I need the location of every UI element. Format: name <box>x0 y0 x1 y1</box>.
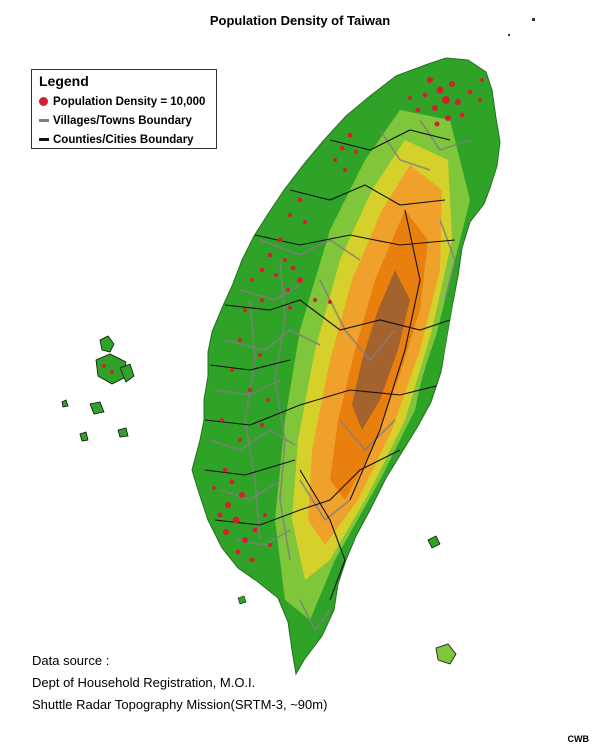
legend-item-label: Population Density = 10,000 <box>53 95 206 108</box>
legend-item-label: Villages/Towns Boundary <box>53 114 192 127</box>
legend-item-population-density: Population Density = 10,000 <box>39 92 209 111</box>
gray-line-icon <box>39 119 49 122</box>
legend-item-label: Counties/Cities Boundary <box>53 133 194 146</box>
map-title: Population Density of Taiwan <box>209 13 391 28</box>
orchid-island <box>435 643 457 665</box>
black-line-icon <box>39 138 49 141</box>
village-boundaries <box>209 119 471 632</box>
penghu-islands <box>61 335 135 442</box>
legend-item-villages-boundary: Villages/Towns Boundary <box>39 111 209 130</box>
taiwan-island <box>191 57 501 676</box>
distant-islets <box>508 18 535 36</box>
map-legend: Legend Population Density = 10,000 Villa… <box>31 69 217 149</box>
green-island <box>427 535 441 549</box>
credit-label: CWB <box>567 734 590 744</box>
data-source-note: Data source : Dept of Household Registra… <box>32 650 327 716</box>
liuqiu-island <box>237 595 247 605</box>
county-boundaries <box>204 129 456 601</box>
red-dot-icon <box>39 97 48 106</box>
data-source-line: Dept of Household Registration, M.O.I. <box>32 675 256 690</box>
central-range-peaks <box>352 270 410 430</box>
legend-item-counties-boundary: Counties/Cities Boundary <box>39 130 209 149</box>
legend-title: Legend <box>39 73 89 89</box>
data-source-heading: Data source : <box>32 653 110 668</box>
data-source-line: Shuttle Radar Topography Mission(SRTM-3,… <box>32 697 328 712</box>
